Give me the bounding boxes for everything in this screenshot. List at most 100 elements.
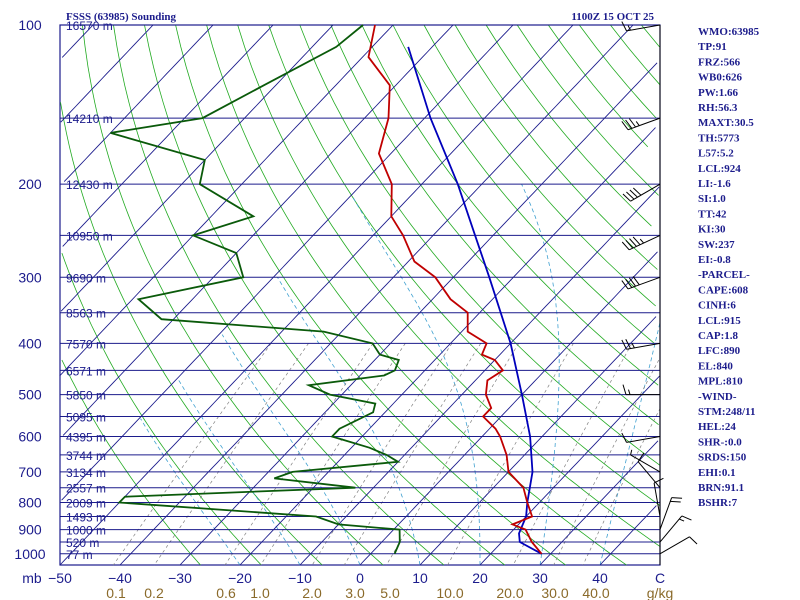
wind-barb-staff [630, 183, 661, 202]
index-line: TP:91 [698, 41, 727, 53]
celsius-unit-label: C [655, 570, 665, 586]
wind-barb-staff [659, 497, 673, 530]
wind-barb [659, 497, 683, 530]
temperature-tick-label: 20 [472, 570, 488, 586]
isotherm [239, 127, 656, 566]
dry-adiabat [299, 24, 661, 466]
sounding-traces [110, 24, 543, 555]
dry-adiabat [361, 24, 659, 386]
index-line: MAXT:30.5 [698, 117, 754, 129]
index-line: EL:840 [698, 360, 733, 372]
wind-barb-flag [621, 280, 629, 290]
mixing-ratio-line [447, 343, 574, 566]
wind-barb [622, 183, 661, 202]
mixing-ratio-label: 0.2 [144, 585, 164, 600]
dry-adiabat [610, 24, 661, 86]
wind-barb-flag [621, 432, 627, 443]
moist-adiabat [178, 380, 301, 566]
isotherm [62, 24, 274, 247]
pressure-tick-label: 100 [18, 17, 42, 33]
wind-barb [621, 234, 661, 251]
dry-adiabat [144, 24, 505, 566]
temperature-tick-label: 0 [356, 570, 364, 586]
wind-barb-staff [653, 482, 661, 517]
mixing-ratio-line [260, 343, 406, 566]
isotherm [479, 375, 660, 566]
isotherm [63, 24, 214, 182]
height-label: 1493 m [66, 510, 106, 524]
height-label: 9690 m [66, 271, 106, 285]
isotherm [61, 24, 94, 58]
index-line: SW:237 [698, 239, 735, 251]
height-label: 10950 m [66, 229, 113, 243]
wind-barb-flag [622, 384, 627, 395]
index-line: SHR-:0.0 [698, 436, 742, 448]
height-label: 8563 m [66, 307, 106, 321]
index-line: CAP:1.8 [698, 330, 739, 342]
mixing-ratio-label: 20.0 [496, 585, 523, 600]
dry-adiabat [175, 24, 566, 566]
dry-adiabat [485, 24, 652, 227]
index-line: PW:1.66 [698, 87, 739, 99]
wind-barb [621, 339, 661, 350]
height-label: 4395 m [66, 430, 106, 444]
wind-barb-flag [625, 239, 634, 249]
isotherm [359, 251, 658, 566]
mixing-ratio-line [386, 343, 519, 566]
pressure-tick-label: 200 [18, 176, 42, 192]
wind-barb-flag [629, 189, 638, 198]
index-line: STM:248/11 [698, 406, 755, 418]
moist-adiabat [521, 184, 560, 566]
moist-adiabat [221, 334, 361, 566]
dry-adiabat [547, 24, 649, 148]
wind-barb-staff [659, 536, 690, 555]
index-line: CINH:6 [698, 300, 736, 312]
isotherm [61, 24, 514, 501]
wind-barb-flag [633, 187, 642, 196]
mixing-ratio-label: 0.1 [106, 585, 126, 600]
index-line: WB0:626 [698, 72, 743, 84]
height-label: 2557 m [66, 482, 106, 496]
pressure-tick-label: 800 [18, 495, 42, 511]
wind-barb-staff [637, 461, 661, 489]
index-line: HEL:24 [698, 421, 736, 433]
height-label: 77 m [66, 548, 93, 562]
wind-barb-flag [681, 515, 692, 521]
isotherm [59, 24, 574, 566]
index-line: SRDS:150 [698, 452, 747, 464]
index-line: TT:42 [698, 208, 727, 220]
wind-barb-flag [622, 193, 631, 202]
isotherm [179, 62, 658, 566]
index-line: LCL:915 [698, 315, 741, 327]
pressure-tick-label: 900 [18, 522, 42, 538]
index-line: BRN:91.1 [698, 482, 744, 494]
wind-barb-staff [626, 342, 661, 350]
wind-barb [659, 515, 692, 543]
wind-barb-half [627, 25, 631, 31]
moist-adiabat [599, 322, 661, 566]
mixing-ratio-label: 1.0 [250, 585, 270, 600]
wind-barb-flag [670, 500, 681, 503]
wind-barb-flag [625, 339, 631, 349]
pressure-tick-label: 400 [18, 335, 42, 351]
temperature-tick-label: −30 [168, 570, 192, 586]
wind-barb-half [679, 518, 685, 522]
wind-barbs [621, 21, 698, 565]
mixing-ratio-label: 5.0 [380, 585, 400, 600]
temperature-tick-label: 40 [592, 570, 608, 586]
isotherm [419, 316, 657, 566]
wind-barb-flag [632, 236, 641, 246]
wind-barb-half [628, 389, 631, 395]
index-line: LI:-1.6 [698, 178, 731, 190]
height-label: 16570 m [66, 19, 113, 33]
mixing-ratio-line [553, 359, 660, 566]
dry-adiabat [578, 24, 657, 119]
wind-barb [621, 276, 661, 290]
pressure-tick-label: 300 [18, 269, 42, 285]
height-label: 12430 m [66, 178, 113, 192]
index-line: CAPE:608 [698, 284, 749, 296]
wind-barb-flag [628, 277, 636, 287]
wind-barb-flag [621, 121, 629, 131]
dry-adiabat [641, 24, 660, 48]
